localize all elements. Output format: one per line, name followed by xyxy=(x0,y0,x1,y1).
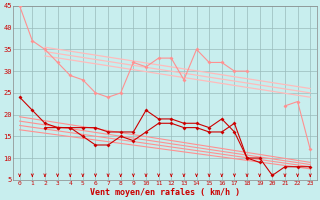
X-axis label: Vent moyen/en rafales ( km/h ): Vent moyen/en rafales ( km/h ) xyxy=(90,188,240,197)
